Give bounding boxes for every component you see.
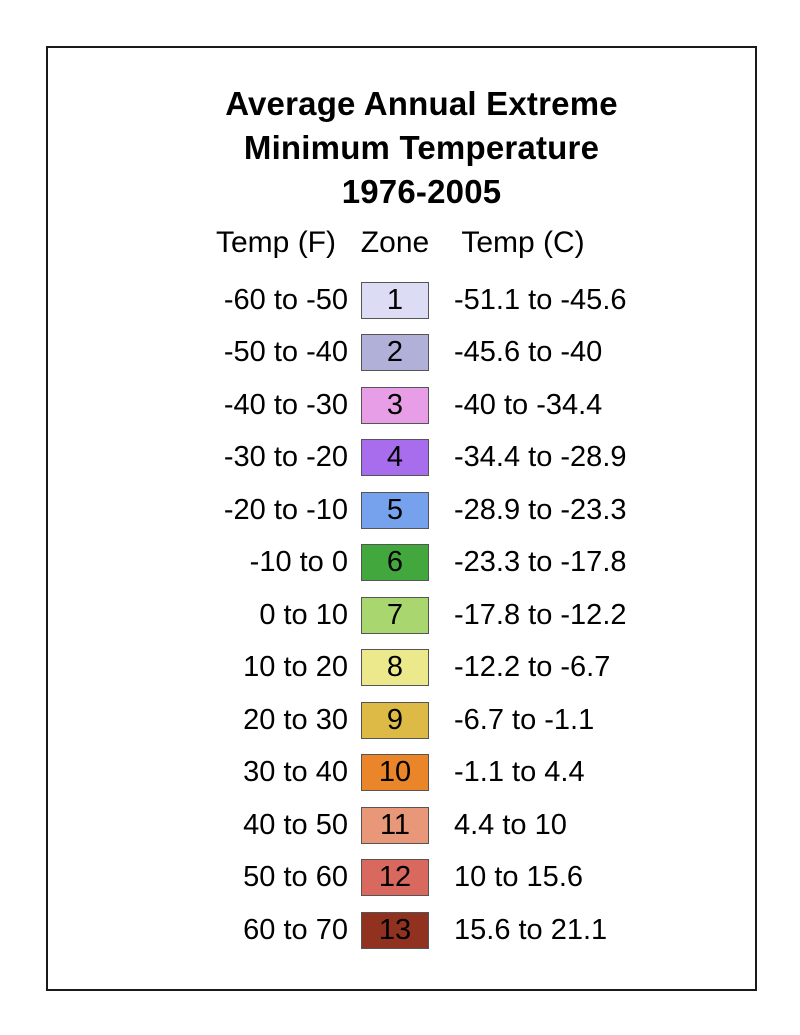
zone-swatch-cell: 8 <box>348 649 442 687</box>
zone-color-swatch: 12 <box>361 859 429 897</box>
page-title: Average Annual Extreme Minimum Temperatu… <box>48 48 755 214</box>
table-row: -50 to -40 2 -45.6 to -40 <box>48 327 755 380</box>
temp-c-value: -51.1 to -45.6 <box>454 283 627 316</box>
zone-number: 9 <box>386 703 404 736</box>
title-line-1: Average Annual Extreme <box>225 85 618 122</box>
zone-color-swatch: 10 <box>361 754 429 792</box>
zone-color-swatch: 7 <box>361 596 429 634</box>
zone-swatch-cell: 1 <box>348 281 442 319</box>
zone-swatch-cell: 11 <box>348 806 442 844</box>
zone-number: 1 <box>386 283 404 316</box>
zone-color-swatch: 9 <box>361 701 429 739</box>
zone-swatch-cell: 10 <box>348 754 442 792</box>
temp-f-value: -50 to -40 <box>223 336 348 369</box>
zone-table: -60 to -50 1 -51.1 to -45.6 -50 to -40 2… <box>48 274 755 957</box>
table-row: 20 to 30 9 -6.7 to -1.1 <box>48 694 755 747</box>
table-row: -60 to -50 1 -51.1 to -45.6 <box>48 274 755 327</box>
zone-number: 3 <box>386 388 404 421</box>
temp-c-value: 4.4 to 10 <box>454 808 567 841</box>
temp-c-value: 15.6 to 21.1 <box>454 913 608 946</box>
table-row: -40 to -30 3 -40 to -34.4 <box>48 379 755 432</box>
zone-swatch-cell: 13 <box>348 911 442 949</box>
table-row: 0 to 10 7 -17.8 to -12.2 <box>48 589 755 642</box>
zone-swatch-cell: 4 <box>348 439 442 477</box>
zone-number: 2 <box>386 336 404 369</box>
zone-swatch-cell: 9 <box>348 701 442 739</box>
title-line-2: Minimum Temperature <box>243 129 600 166</box>
zone-number: 12 <box>378 861 412 894</box>
temp-c-value: -17.8 to -12.2 <box>454 598 627 631</box>
temp-f-value: 60 to 70 <box>243 913 348 946</box>
zone-number: 4 <box>386 441 404 474</box>
zone-color-swatch: 4 <box>361 439 429 477</box>
zone-number: 8 <box>386 651 404 684</box>
zone-swatch-cell: 7 <box>348 596 442 634</box>
temp-c-value: 10 to 15.6 <box>454 861 583 894</box>
zone-color-swatch: 1 <box>361 281 429 319</box>
temp-c-value: -34.4 to -28.9 <box>454 441 627 474</box>
zone-color-swatch: 13 <box>361 911 429 949</box>
temp-c-value: -12.2 to -6.7 <box>454 651 611 684</box>
temp-f-value: 30 to 40 <box>243 756 348 789</box>
zone-color-swatch: 11 <box>361 806 429 844</box>
zone-swatch-cell: 2 <box>348 334 442 372</box>
temp-c-value: -1.1 to 4.4 <box>454 756 585 789</box>
temp-f-value: 20 to 30 <box>243 703 348 736</box>
col-header-temp-f: Temp (F) <box>216 226 336 259</box>
temp-f-value: -20 to -10 <box>223 493 348 526</box>
zone-swatch-cell: 5 <box>348 491 442 529</box>
temp-f-value: -30 to -20 <box>223 441 348 474</box>
zone-number: 6 <box>386 546 404 579</box>
zone-number: 5 <box>386 493 404 526</box>
zone-swatch-cell: 12 <box>348 859 442 897</box>
table-row: -20 to -10 5 -28.9 to -23.3 <box>48 484 755 537</box>
zone-number: 11 <box>379 808 411 841</box>
temp-c-value: -23.3 to -17.8 <box>454 546 627 579</box>
temp-f-value: 40 to 50 <box>243 808 348 841</box>
title-line-3: 1976-2005 <box>341 173 502 210</box>
zone-swatch-cell: 6 <box>348 544 442 582</box>
temp-f-value: 0 to 10 <box>259 598 348 631</box>
zone-color-swatch: 5 <box>361 491 429 529</box>
table-row: 10 to 20 8 -12.2 to -6.7 <box>48 642 755 695</box>
temp-c-value: -40 to -34.4 <box>454 388 603 421</box>
table-row: -10 to 0 6 -23.3 to -17.8 <box>48 537 755 590</box>
temp-c-value: -45.6 to -40 <box>454 336 603 369</box>
column-headers: Temp (F) Zone Temp (C) <box>48 222 755 266</box>
temp-f-value: -60 to -50 <box>223 283 348 316</box>
zone-color-swatch: 6 <box>361 544 429 582</box>
col-header-temp-c: Temp (C) <box>461 226 585 259</box>
col-header-zone: Zone <box>360 226 430 259</box>
legend-frame: Average Annual Extreme Minimum Temperatu… <box>46 46 757 991</box>
temp-f-value: -10 to 0 <box>249 546 348 579</box>
temp-f-value: -40 to -30 <box>223 388 348 421</box>
table-row: -30 to -20 4 -34.4 to -28.9 <box>48 432 755 485</box>
table-row: 40 to 50 11 4.4 to 10 <box>48 799 755 852</box>
table-row: 30 to 40 10 -1.1 to 4.4 <box>48 747 755 800</box>
zone-number: 7 <box>386 598 404 631</box>
zone-number: 13 <box>378 913 412 946</box>
zone-color-swatch: 8 <box>361 649 429 687</box>
zone-color-swatch: 3 <box>361 386 429 424</box>
zone-number: 10 <box>378 756 412 789</box>
temp-c-value: -6.7 to -1.1 <box>454 703 595 736</box>
temp-c-value: -28.9 to -23.3 <box>454 493 627 526</box>
temp-f-value: 50 to 60 <box>243 861 348 894</box>
temp-f-value: 10 to 20 <box>243 651 348 684</box>
zone-color-swatch: 2 <box>361 334 429 372</box>
zone-swatch-cell: 3 <box>348 386 442 424</box>
table-row: 60 to 70 13 15.6 to 21.1 <box>48 904 755 957</box>
table-row: 50 to 60 12 10 to 15.6 <box>48 852 755 905</box>
